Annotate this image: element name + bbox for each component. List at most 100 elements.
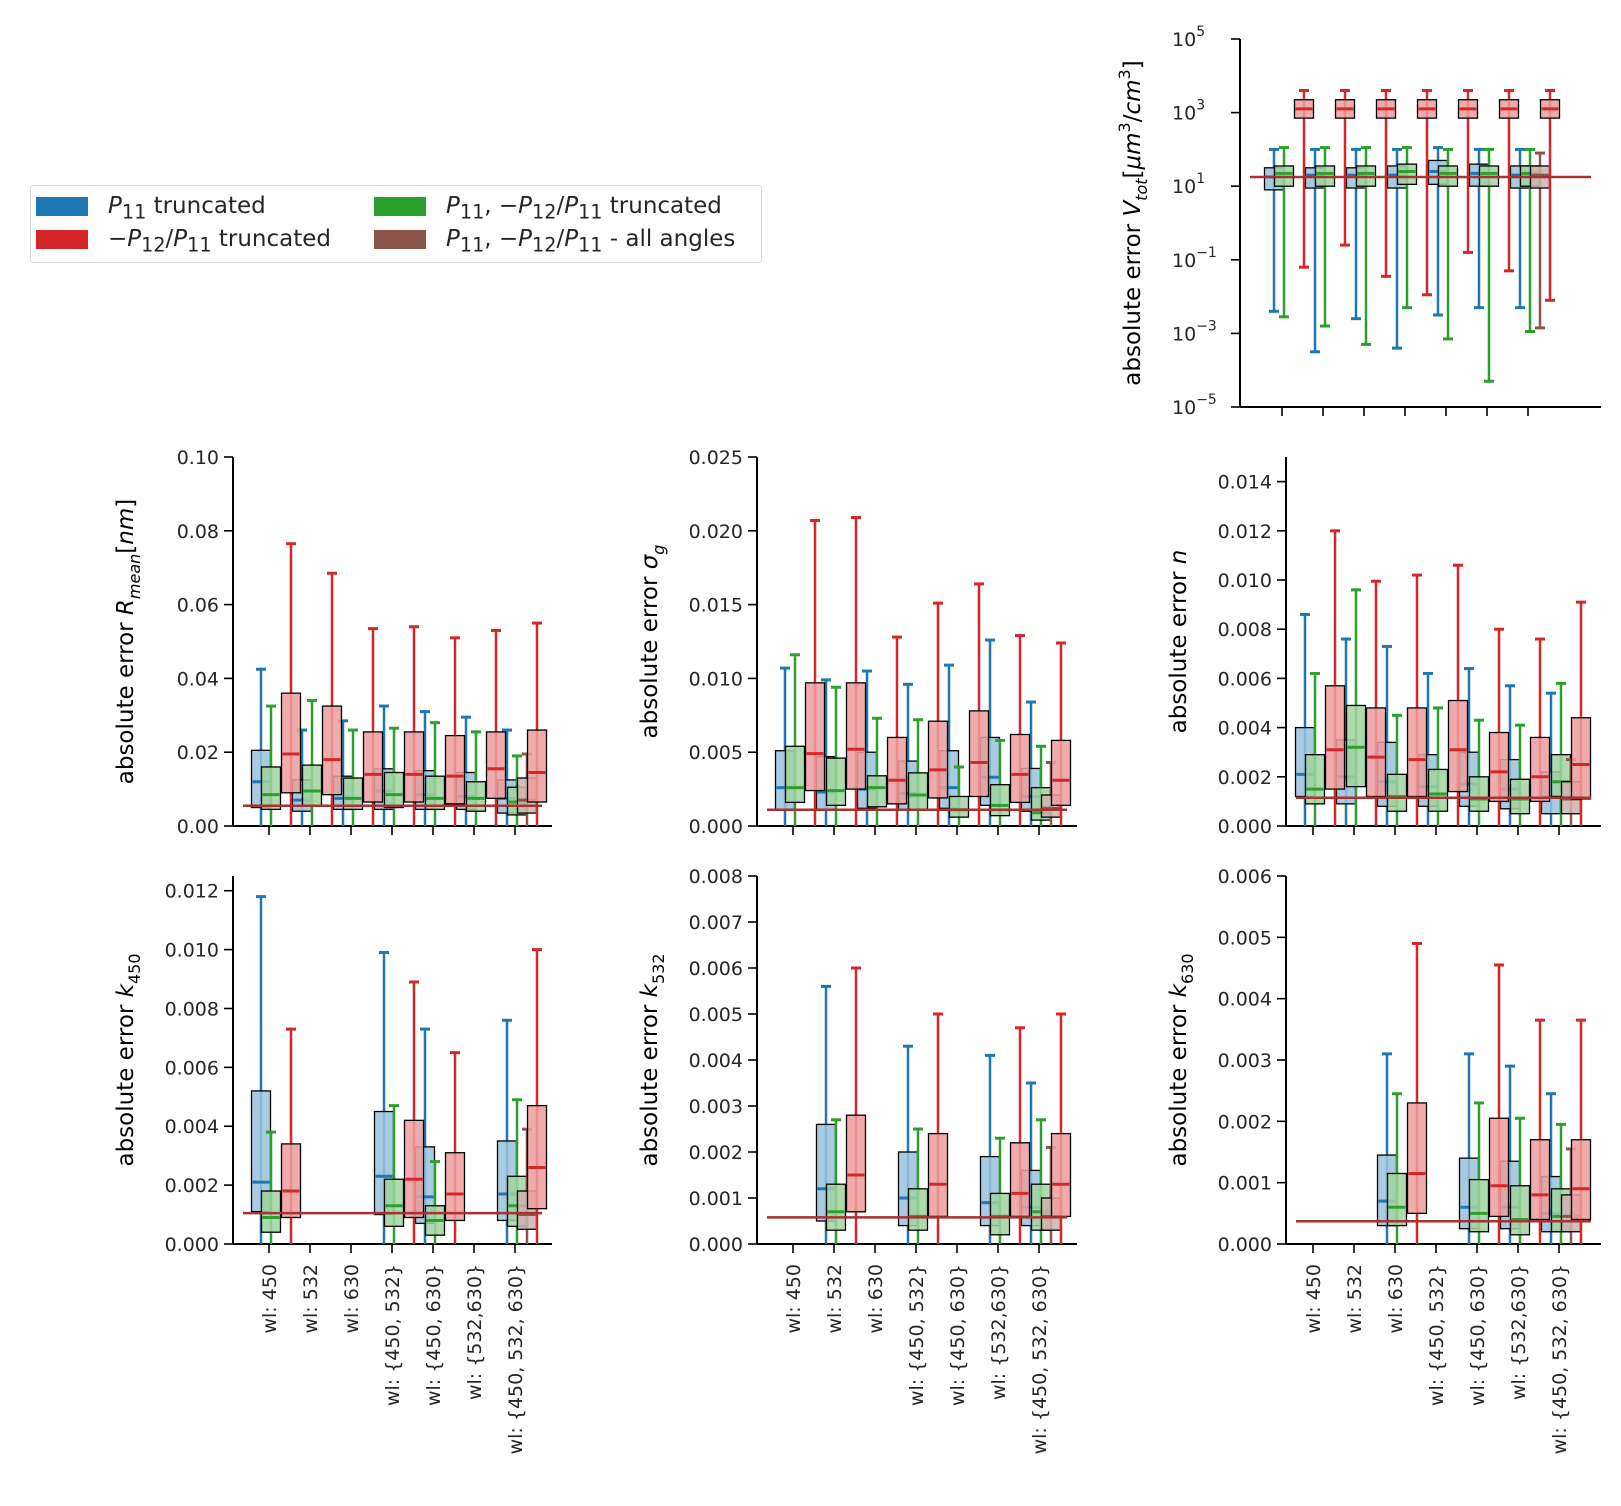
y-tick-label: 0.014 [1218, 472, 1272, 494]
y-axis-label: absolute error k532 [637, 953, 668, 1166]
box-both [424, 721, 446, 826]
y-tick-label: 0.025 [689, 447, 743, 469]
box-both [1304, 671, 1326, 826]
box-both [1386, 713, 1408, 826]
y-tick-label: 0.000 [165, 1234, 219, 1256]
legend: P11 truncated −P12/P11 truncated P11, −P… [30, 185, 762, 263]
box-both [383, 1104, 405, 1244]
box-iqr [383, 1178, 405, 1227]
box-iqr [260, 1190, 282, 1233]
box-p12 [1488, 963, 1510, 1244]
box-p12 [280, 1027, 302, 1244]
box-iqr [444, 734, 466, 805]
y-tick-label: 0.02 [177, 742, 219, 764]
y-tick-label: 0.004 [689, 1050, 743, 1072]
y-tick-label: 0.003 [1218, 1050, 1272, 1072]
y-tick-label: 0.002 [689, 1142, 743, 1164]
box-p12 [845, 516, 867, 826]
box-iqr [1570, 1139, 1592, 1221]
box-p12 [444, 636, 466, 826]
box-iqr [1488, 731, 1510, 803]
box-iqr [784, 745, 806, 804]
box-p12 [1324, 529, 1346, 826]
box-p12 [1498, 89, 1520, 273]
box-both [1468, 718, 1490, 826]
y-tick-label: 0.010 [1218, 570, 1272, 592]
y-tick-base: 10 [1172, 29, 1196, 51]
x-tick-label: wl: {450, 532} [1426, 1264, 1448, 1406]
box-iqr [989, 1192, 1011, 1236]
y-tick-label: 0.007 [689, 912, 743, 934]
box-iqr [989, 784, 1011, 817]
box-p12 [485, 628, 507, 826]
box-iqr [526, 729, 548, 803]
box-both [825, 1118, 847, 1244]
y-tick-label: 0.08 [177, 521, 219, 543]
y-axis-label: absolute error n [1166, 550, 1192, 734]
y-tick-label: 0.008 [165, 998, 219, 1020]
box-iqr [1386, 1172, 1408, 1227]
y-tick-exponent: 3 [1196, 98, 1205, 114]
box-iqr [1509, 1185, 1531, 1236]
box-both [342, 728, 364, 826]
legend-patch-all [374, 230, 426, 249]
box-iqr [301, 764, 323, 807]
box-iqr [485, 731, 507, 799]
legend-patch-both [374, 197, 426, 216]
y-tick-label: 0.002 [1218, 1111, 1272, 1133]
x-tick-label: wl: 532 [1344, 1264, 1366, 1334]
box-both [1427, 706, 1449, 826]
box-iqr [804, 682, 826, 792]
box-p12 [927, 601, 949, 826]
y-tick-label: 0.008 [689, 866, 743, 888]
box-iqr [886, 736, 908, 805]
y-tick-label: 0.000 [1218, 1234, 1272, 1256]
x-tick-label: wl: 630 [1385, 1264, 1407, 1334]
x-tick-label: wl: {532,630} [1508, 1264, 1530, 1400]
x-tick-label: wl: {532,630} [988, 1264, 1010, 1400]
y-tick-label: 0.010 [689, 668, 743, 690]
box-p12 [1293, 89, 1315, 269]
box-iqr [280, 1143, 302, 1219]
box-p12 [1375, 89, 1397, 278]
box-iqr [1468, 776, 1490, 812]
box-both [1345, 588, 1367, 826]
box-p12 [403, 625, 425, 826]
box-iqr [866, 775, 888, 808]
box-iqr [1009, 733, 1031, 804]
box-iqr [1406, 1102, 1428, 1214]
box-p12 [526, 621, 548, 826]
box-both [1478, 147, 1500, 383]
box-p12 [1457, 89, 1479, 254]
box-p12 [1539, 89, 1561, 302]
box-iqr [1570, 717, 1592, 800]
box-iqr [403, 731, 425, 803]
y-tick-label: 0.002 [1218, 767, 1272, 789]
box-iqr [1488, 1117, 1510, 1218]
y-axis-label: absolute error Rmean[nm] [113, 499, 144, 785]
y-tick-label: 0.006 [689, 958, 743, 980]
legend-label-p12: −P12/P11 truncated [108, 226, 332, 257]
y-tick-label: 10−3 [1172, 318, 1217, 345]
x-tick-label: wl: {450, 630} [423, 1264, 445, 1406]
legend-label-both: P11, −P12/P11 truncated [446, 193, 722, 224]
box-p12 [968, 582, 990, 826]
y-tick-base: 10 [1172, 176, 1196, 198]
y-axis-label: absolute error k630 [1166, 953, 1197, 1166]
chart-k450: 0.000 0.002 0.004 0.006 0.008 0.010 0.012 absol… [113, 876, 552, 1454]
box-p12 [444, 1051, 466, 1244]
y-tick-label: 0.004 [1218, 989, 1272, 1011]
box-iqr [825, 757, 847, 806]
legend-label-all: P11, −P12/P11 - all angles [446, 226, 736, 257]
y-tick-label: 0.006 [1218, 668, 1272, 690]
legend-patch-p12 [36, 230, 88, 249]
x-tick-label: wl: {450, 532} [382, 1264, 404, 1406]
chart-k532: 0.000 0.001 0.002 0.003 0.004 0.005 0.006 0.007… [637, 866, 1077, 1454]
y-tick-label: 0.012 [1218, 521, 1272, 543]
x-tick-label: wl: {450, 630} [1467, 1264, 1489, 1406]
box-iqr [1050, 1132, 1072, 1218]
box-iqr [948, 795, 970, 818]
box-p12 [1406, 941, 1428, 1244]
box-iqr [362, 731, 384, 803]
